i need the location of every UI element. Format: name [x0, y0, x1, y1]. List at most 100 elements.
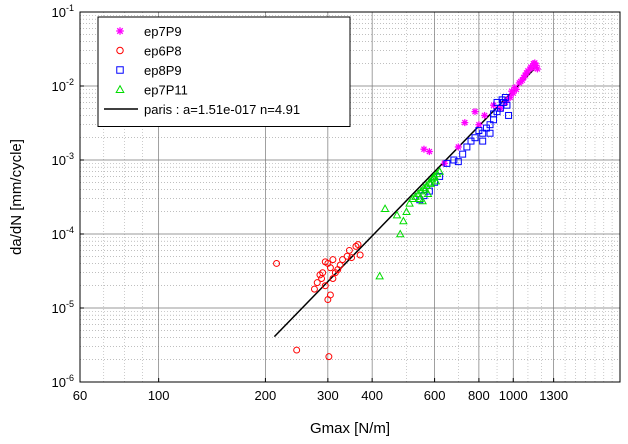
y-tick-exponent: -5	[66, 299, 74, 309]
square-marker	[454, 158, 462, 166]
star-marker	[528, 64, 536, 72]
square-marker	[479, 129, 487, 137]
star-marker	[520, 74, 528, 82]
triangle-marker	[414, 189, 423, 198]
triangle-marker	[435, 166, 444, 175]
y-tick-base: 10	[52, 5, 66, 20]
x-tick-label: 800	[468, 388, 490, 403]
star-marker	[116, 27, 124, 35]
circle-marker	[318, 275, 326, 283]
star-marker	[508, 87, 516, 95]
x-tick-label: 1000	[499, 388, 528, 403]
triangle-marker	[420, 184, 430, 193]
triangle-marker	[375, 271, 385, 280]
series-ep6P8	[273, 241, 364, 361]
square-marker	[116, 66, 124, 74]
y-tick-base: 10	[52, 79, 66, 94]
triangle-marker	[432, 169, 442, 178]
y-tick-labels: 10-610-510-410-310-210-1	[52, 3, 84, 390]
triangle-marker	[395, 229, 405, 238]
data-points	[273, 59, 541, 361]
circle-marker	[326, 291, 334, 299]
circle-marker	[326, 264, 334, 272]
star-marker	[461, 119, 469, 127]
square-marker	[490, 110, 498, 118]
triangle-marker	[423, 189, 433, 198]
y-tick-label: 10-6	[52, 373, 74, 390]
legend-label: ep7P9	[144, 24, 182, 39]
legend-label: ep6P8	[144, 44, 182, 59]
circle-marker	[321, 258, 329, 266]
y-tick-label: 10-4	[52, 225, 74, 242]
y-tick-exponent: -3	[66, 151, 74, 161]
circle-marker	[343, 252, 351, 260]
circle-marker	[329, 275, 337, 283]
circle-marker	[273, 259, 281, 267]
legend-label: ep7P11	[144, 83, 188, 98]
star-marker	[531, 59, 539, 67]
legend-label: paris : a=1.51e-017 n=4.91	[144, 102, 300, 117]
x-tick-label: 300	[317, 388, 339, 403]
x-tick-label: 200	[255, 388, 277, 403]
triangle-marker	[408, 194, 417, 202]
square-marker	[463, 143, 471, 151]
square-marker	[479, 137, 487, 145]
star-marker	[454, 143, 462, 151]
star-marker	[475, 121, 483, 129]
y-tick-exponent: -1	[66, 3, 74, 13]
square-marker	[443, 159, 451, 167]
circle-marker	[339, 256, 347, 264]
circle-marker	[116, 46, 124, 55]
y-tick-label: 10-3	[52, 151, 74, 168]
circle-marker	[354, 241, 362, 249]
square-marker	[459, 150, 467, 158]
x-tick-label: 1300	[539, 388, 568, 403]
triangle-marker	[418, 196, 427, 205]
circle-marker	[329, 256, 337, 264]
square-marker	[486, 121, 494, 129]
square-marker	[498, 96, 506, 104]
triangle-marker	[405, 198, 414, 207]
star-marker	[471, 108, 479, 116]
star-marker	[517, 78, 525, 86]
square-marker	[471, 134, 479, 142]
star-marker	[420, 145, 428, 153]
legend: ep7P9 ep6P8 ep8P9 ep7P11 paris : a=1.51e-017…	[97, 16, 351, 127]
square-marker	[503, 101, 511, 109]
x-tick-label: 60	[73, 388, 87, 403]
circle-marker	[293, 346, 301, 354]
square-marker	[450, 156, 458, 164]
y-tick-exponent: -2	[66, 77, 74, 87]
circle-marker	[321, 282, 329, 290]
circle-marker	[313, 279, 321, 287]
circle-marker	[352, 242, 360, 250]
triangle-marker	[431, 176, 441, 185]
triangle-marker	[428, 172, 438, 181]
star-marker	[481, 111, 489, 119]
star-marker	[533, 65, 541, 73]
y-axis-label: da/dN [mm/cycle]	[8, 139, 25, 255]
circle-marker	[356, 251, 364, 259]
x-axis-label: Gmax [N/m]	[310, 420, 390, 437]
star-marker	[441, 159, 449, 167]
series-ep7P11	[375, 166, 444, 280]
legend-label: ep8P9	[144, 63, 182, 78]
y-tick-exponent: -6	[66, 373, 74, 383]
triangle-marker	[392, 210, 402, 219]
y-tick-base: 10	[52, 153, 66, 168]
y-tick-exponent: -4	[66, 225, 74, 235]
square-marker	[486, 129, 494, 137]
circle-marker	[325, 353, 333, 361]
triangle-marker	[115, 84, 125, 94]
x-tick-label: 400	[361, 388, 383, 403]
x-tick-labels: 60 100 200 300 400 600 800 1000 1300	[73, 378, 568, 403]
legend-box	[97, 16, 351, 127]
grid	[79, 11, 620, 383]
y-tick-base: 10	[52, 301, 66, 316]
circle-marker	[345, 246, 353, 254]
circle-marker	[310, 285, 318, 293]
x-tick-label: 100	[148, 388, 170, 403]
y-tick-label: 10-1	[52, 3, 74, 20]
y-tick-base: 10	[52, 375, 66, 390]
